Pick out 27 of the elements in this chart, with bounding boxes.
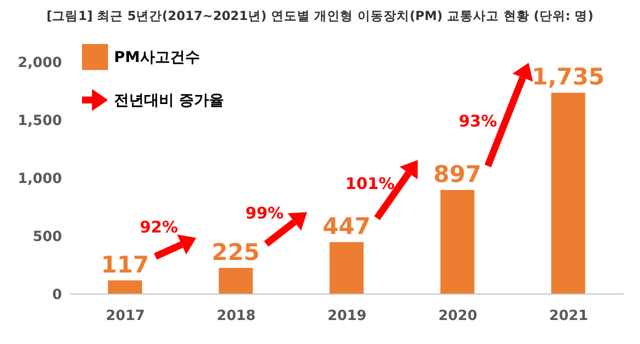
x-tick-label: 2019: [328, 308, 366, 324]
y-tick-label: 0: [52, 286, 62, 303]
x-tick-label: 2020: [438, 308, 478, 324]
x-tick-label: 2017: [106, 308, 145, 324]
x-tick-label: 2021: [549, 308, 588, 324]
annotation: 101%: [345, 174, 395, 193]
annotation: 93%: [458, 111, 498, 130]
data-label: 117: [100, 252, 150, 278]
bar: [330, 242, 364, 294]
data-label: 447: [322, 214, 371, 240]
data-label: 897: [433, 162, 482, 188]
data-label: 225: [212, 240, 260, 266]
annotation: 92%: [140, 217, 178, 236]
y-tick-label: 1,500: [18, 112, 62, 129]
annotation: 전년대비 증가율: [114, 90, 224, 110]
chart-title: [그림1] 최근 5년간(2017~2021년) 연도별 개인형 이동장치(PM) 교통사고 현황 (단위: 명): [46, 8, 594, 25]
y-tick-label: 1,000: [18, 170, 62, 187]
bar: [551, 92, 586, 294]
bar: [218, 268, 253, 294]
annotation: 99%: [245, 203, 284, 222]
y-tick-label: 2,000: [18, 54, 62, 71]
bar: [108, 280, 142, 294]
legend-label: PM사고건수: [114, 48, 200, 66]
x-tick-label: 2018: [216, 308, 256, 324]
y-tick-label: 500: [32, 228, 62, 245]
data-label: 1,735: [532, 64, 605, 91]
bar: [440, 190, 474, 294]
